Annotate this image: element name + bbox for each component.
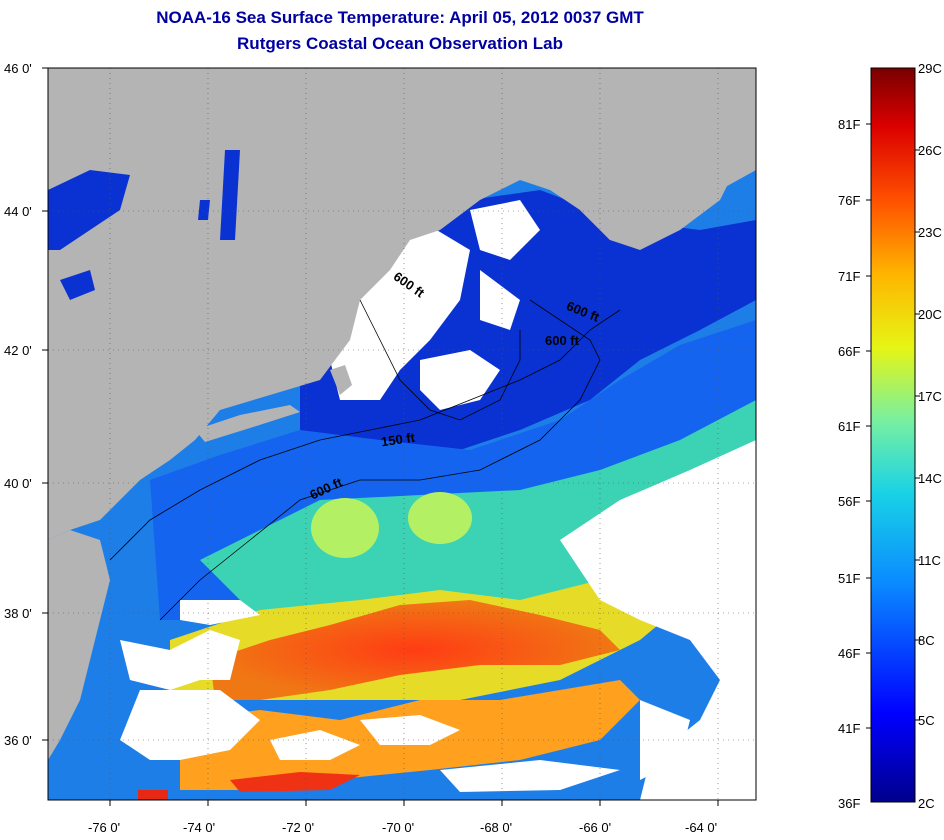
colorbar-f-label: 36F [838, 796, 861, 811]
colorbar-c-label: 23C [918, 225, 942, 240]
colorbar-ticks [866, 123, 920, 729]
colorbar-f-label: 81F [838, 117, 861, 132]
cloud-cover [120, 200, 756, 800]
lat-label: 40 0' [4, 476, 32, 491]
colorbar-f-label: 66F [838, 344, 861, 359]
map-frame [47, 67, 757, 801]
colorbar [870, 67, 916, 803]
warm-core-ring-1 [311, 498, 379, 558]
colorbar-f-label: 51F [838, 571, 861, 586]
title-line-2: Rutgers Coastal Ocean Observation Lab [237, 34, 563, 53]
colorbar-c-label: 29C [918, 61, 942, 76]
land-nova-scotia [560, 100, 756, 240]
lat-label: 44 0' [4, 204, 32, 219]
lat-label: 38 0' [4, 606, 32, 621]
land-southern-coast [48, 530, 110, 760]
lon-label: -64 0' [685, 820, 718, 835]
inland-lakes [48, 150, 240, 300]
colorbar-c-label: 5C [918, 713, 935, 728]
colorbar-f-label: 46F [838, 646, 861, 661]
colorbar-f-label: 56F [838, 494, 861, 509]
lon-label: -72 0' [282, 820, 315, 835]
isobath-label: 600 ft [545, 333, 579, 348]
isobath-lines [109, 299, 621, 621]
colorbar-f-label: 76F [838, 193, 861, 208]
lat-label: 36 0' [4, 733, 32, 748]
lat-label: 42 0' [4, 343, 32, 358]
map-canvas [48, 68, 756, 800]
lon-label: -66 0' [579, 820, 612, 835]
colorbar-f-label: 41F [838, 721, 861, 736]
cape-cod [330, 365, 352, 395]
lat-label: 46 0' [4, 61, 32, 76]
lon-label: -76 0' [88, 820, 121, 835]
colorbar-c-label: 8C [918, 633, 935, 648]
colorbar-c-label: 14C [918, 471, 942, 486]
lon-label: -70 0' [382, 820, 415, 835]
warm-patch-south [230, 772, 360, 792]
colorbar-f-label: 61F [838, 419, 861, 434]
lon-label: -68 0' [480, 820, 513, 835]
gulf-stream-core [210, 600, 620, 700]
lon-label: -74 0' [183, 820, 216, 835]
colorbar-f-label: 71F [838, 269, 861, 284]
long-island [195, 405, 300, 442]
title-line-1: NOAA-16 Sea Surface Temperature: April 0… [156, 8, 644, 27]
colorbar-c-label: 2C [918, 796, 935, 811]
axis-ticks [42, 67, 719, 806]
colorbar-c-label: 17C [918, 389, 942, 404]
colorbar-c-label: 26C [918, 143, 942, 158]
colorbar-c-label: 20C [918, 307, 942, 322]
warm-core-ring-2 [408, 492, 472, 544]
graticule [48, 68, 756, 800]
colorbar-c-label: 11C [918, 553, 941, 568]
warm-patch-corner [138, 790, 168, 800]
